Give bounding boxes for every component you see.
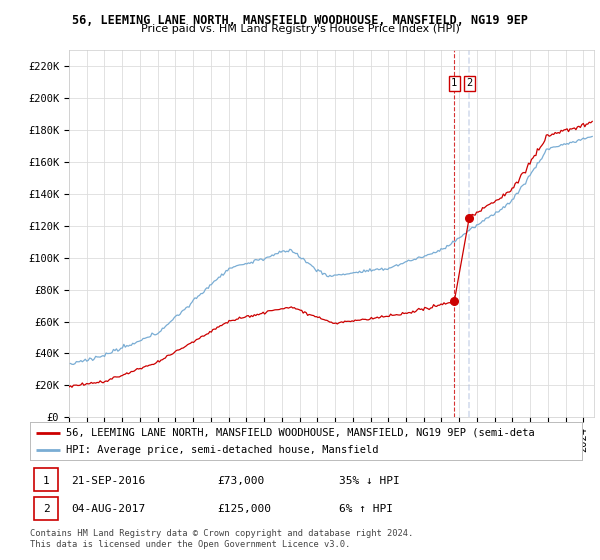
Text: Contains HM Land Registry data © Crown copyright and database right 2024.
This d: Contains HM Land Registry data © Crown c… — [30, 529, 413, 549]
Text: £73,000: £73,000 — [218, 476, 265, 486]
Text: 2: 2 — [466, 78, 473, 88]
Text: HPI: Average price, semi-detached house, Mansfield: HPI: Average price, semi-detached house,… — [66, 445, 379, 455]
Text: 1: 1 — [43, 476, 49, 486]
Text: 6% ↑ HPI: 6% ↑ HPI — [339, 504, 393, 514]
Text: 56, LEEMING LANE NORTH, MANSFIELD WOODHOUSE, MANSFIELD, NG19 9EP (semi-deta: 56, LEEMING LANE NORTH, MANSFIELD WOODHO… — [66, 427, 535, 437]
FancyBboxPatch shape — [34, 497, 58, 520]
Text: 1: 1 — [451, 78, 457, 88]
Text: 21-SEP-2016: 21-SEP-2016 — [71, 476, 146, 486]
FancyBboxPatch shape — [34, 469, 58, 492]
Text: 56, LEEMING LANE NORTH, MANSFIELD WOODHOUSE, MANSFIELD, NG19 9EP: 56, LEEMING LANE NORTH, MANSFIELD WOODHO… — [72, 14, 528, 27]
Text: 2: 2 — [43, 504, 49, 514]
Text: 04-AUG-2017: 04-AUG-2017 — [71, 504, 146, 514]
Text: 35% ↓ HPI: 35% ↓ HPI — [339, 476, 400, 486]
Text: Price paid vs. HM Land Registry's House Price Index (HPI): Price paid vs. HM Land Registry's House … — [140, 24, 460, 34]
Text: £125,000: £125,000 — [218, 504, 272, 514]
